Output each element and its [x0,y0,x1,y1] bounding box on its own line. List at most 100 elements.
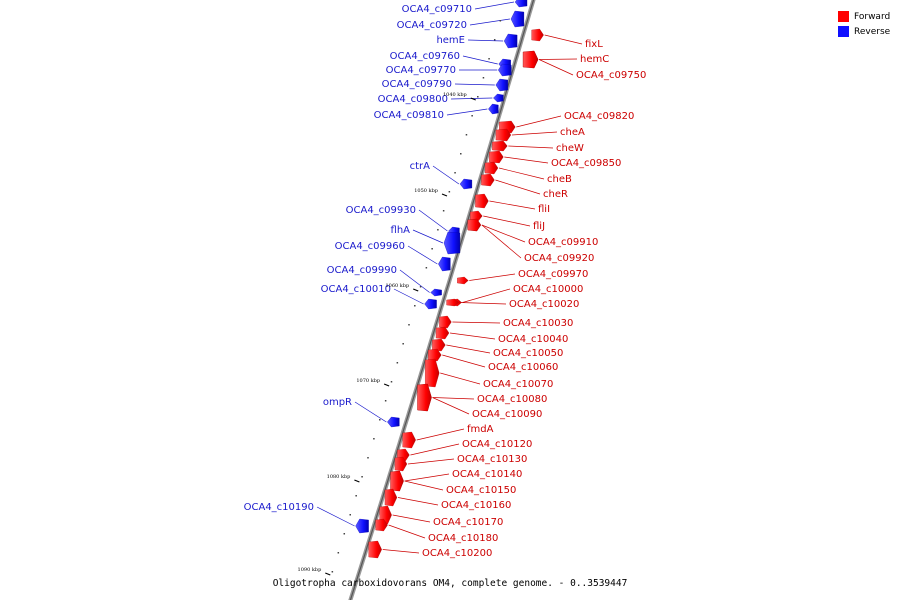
reverse-leader-line [316,506,355,527]
reverse-gene-OCA4_c09770[interactable] [498,63,512,77]
reverse-gene-label[interactable]: OCA4_c10010 [321,284,391,295]
forward-gene-label[interactable]: OCA4_c10180 [428,533,498,544]
reverse-gene-label[interactable]: OCA4_c09710 [402,4,472,15]
forward-gene-label[interactable]: OCA4_c09850 [551,158,621,169]
forward-gene-label[interactable]: hemC [580,54,609,65]
reverse-leader-line [393,288,424,305]
forward-gene-OCA4_c09850[interactable] [489,150,504,164]
forward-gene-label[interactable]: cheA [560,127,585,138]
forward-gene-label[interactable]: OCA4_c10120 [462,439,532,450]
reverse-gene-OCA4_c10010[interactable] [424,298,437,310]
minor-tick [471,115,473,117]
reverse-gene-ompR[interactable] [387,416,400,428]
forward-gene-label[interactable]: OCA4_c10080 [477,394,547,405]
reverse-gene-label[interactable]: OCA4_c09810 [374,110,444,121]
reverse-gene-OCA4_c09710[interactable] [514,0,528,8]
forward-gene-cheR[interactable] [481,173,495,187]
reverse-gene-label[interactable]: OCA4_c09720 [397,20,467,31]
forward-gene-label[interactable]: cheR [543,189,568,200]
forward-gene-OCA4_c10050[interactable] [432,338,446,352]
reverse-gene-hemE[interactable] [503,33,518,49]
forward-gene-label[interactable]: OCA4_c10170 [433,517,503,528]
reverse-gene-OCA4_c09800[interactable] [493,93,504,103]
forward-gene-OCA4_c10200[interactable] [368,540,382,559]
forward-gene-label[interactable]: OCA4_c09910 [528,237,598,248]
reverse-gene-label[interactable]: OCA4_c09800 [378,94,448,105]
forward-gene-label[interactable]: OCA4_c10090 [472,409,542,420]
forward-gene-label[interactable]: fmdA [467,424,494,435]
forward-gene-OCA4_c10150[interactable] [390,470,404,492]
forward-gene-label[interactable]: fliJ [533,221,545,232]
forward-gene-label[interactable]: OCA4_c09920 [524,253,594,264]
forward-gene-OCA4_c10040[interactable] [435,326,450,340]
forward-gene-fmdA[interactable] [402,431,416,449]
forward-gene-OCA4_c09920[interactable] [467,218,482,232]
reverse-gene-label[interactable]: ctrA [410,161,431,172]
forward-gene-cheW[interactable] [492,140,508,152]
legend-reverse: Reverse [838,24,890,39]
forward-gene-OCA4_c10020[interactable] [446,298,459,307]
forward-gene-label[interactable]: OCA4_c10030 [503,318,573,329]
reverse-gene-OCA4_c09960[interactable] [438,256,451,272]
reverse-gene-OCA4_c09810[interactable] [488,103,499,115]
forward-gene-label[interactable]: OCA4_c10050 [493,348,563,359]
forward-gene-OCA4_c10060[interactable] [428,348,442,362]
forward-gene-label[interactable]: OCA4_c10130 [457,454,527,465]
forward-gene-OCA4_c09970[interactable] [457,276,469,285]
forward-gene-OCA4_c10090[interactable] [417,383,432,412]
reverse-gene-label[interactable]: OCA4_c09770 [386,65,456,76]
forward-gene-cheA[interactable] [495,128,512,142]
reverse-gene-OCA4_c09790[interactable] [495,78,508,92]
forward-gene-OCA4_c10180[interactable] [375,518,388,532]
forward-gene-OCA4_c10160[interactable] [384,488,398,507]
reverse-gene-label[interactable]: OCA4_c09760 [390,51,460,62]
forward-gene-label[interactable]: OCA4_c09750 [576,70,646,81]
forward-gene-OCA4_c10030[interactable] [439,315,452,329]
minor-tick [331,571,334,573]
forward-gene-label[interactable]: OCA4_c10150 [446,485,516,496]
reverse-gene-OCA4_c10190[interactable] [355,518,369,534]
forward-gene-label[interactable]: fixL [585,39,603,50]
genome-backbone-core [349,0,535,600]
forward-gene-fliI[interactable] [475,193,489,209]
forward-gene-label[interactable]: cheB [547,174,572,185]
minor-tick [482,77,485,79]
reverse-gene-label[interactable]: ompR [323,397,352,408]
forward-gene-label[interactable]: OCA4_c10200 [422,548,492,559]
forward-gene-label[interactable]: OCA4_c10070 [483,379,553,390]
forward-gene-OCA4_c09750[interactable] [522,50,539,69]
forward-gene-label[interactable]: OCA4_c10060 [488,362,558,373]
reverse-gene-ctrA[interactable] [459,178,473,190]
forward-gene-label[interactable]: OCA4_c10160 [441,500,511,511]
forward-gene-label[interactable]: OCA4_c10040 [498,334,568,345]
forward-leader-line [481,224,526,243]
forward-gene-label[interactable]: OCA4_c10140 [452,469,522,480]
reverse-gene-OCA4_c09990[interactable] [430,288,442,297]
reverse-gene-label[interactable]: OCA4_c09930 [346,205,416,216]
reverse-gene-label[interactable]: OCA4_c09790 [382,79,452,90]
reverse-gene-label[interactable]: OCA4_c09960 [335,241,405,252]
forward-gene-label[interactable]: OCA4_c10000 [513,284,583,295]
forward-leader-line [442,354,486,368]
minor-tick [367,457,369,459]
reverse-gene-label[interactable]: OCA4_c10190 [244,502,314,513]
reverse-gene-OCA4_c09720[interactable] [510,10,525,28]
forward-gene-fixL[interactable] [531,28,544,42]
reverse-gene-label[interactable]: hemE [436,35,465,46]
forward-leader-line [469,273,516,281]
forward-gene-label[interactable]: OCA4_c09820 [564,111,634,122]
forward-gene-cheB[interactable] [484,161,499,175]
forward-gene-label[interactable]: cheW [556,143,584,154]
forward-gene-label[interactable]: OCA4_c09970 [518,269,588,280]
forward-gene-label[interactable]: OCA4_c10020 [509,299,579,310]
forward-gene-OCA4_c10130[interactable] [394,456,408,472]
forward-gene-label[interactable]: fliI [538,204,550,215]
reverse-gene-label[interactable]: OCA4_c09990 [327,265,397,276]
minor-tick [493,39,496,41]
forward-gene-fliJ[interactable] [470,210,483,222]
reverse-gene-label[interactable]: flhA [391,225,411,236]
kbp-label: 1040 kbp [443,92,467,98]
forward-gene-OCA4_c10070[interactable] [425,358,440,388]
reverse-gene-flhA[interactable] [443,231,461,255]
forward-leader-line [452,321,501,324]
